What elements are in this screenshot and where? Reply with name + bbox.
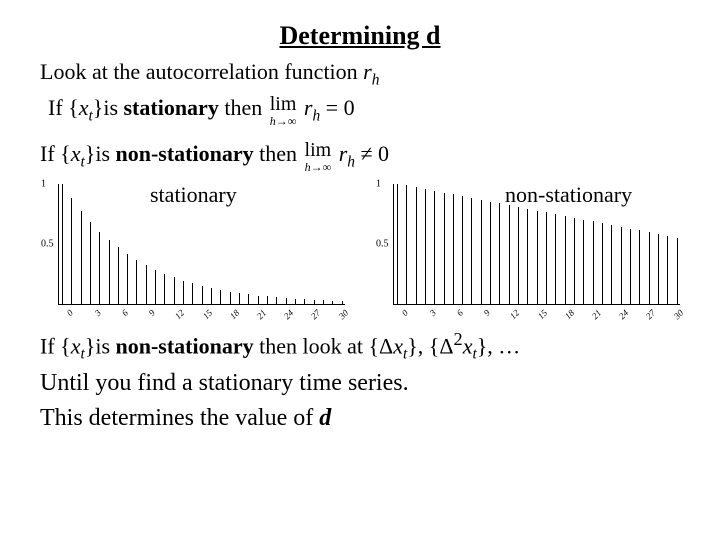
cond1-after: then xyxy=(219,95,268,120)
title-text: Determining d xyxy=(279,21,440,50)
chart-xtick: 21 xyxy=(254,307,269,322)
chart-xtick: 12 xyxy=(507,307,522,322)
chart1-xticks: 036912151821242730 xyxy=(58,305,345,319)
limit-expr-2: lim h→∞ xyxy=(305,140,332,173)
bottom-line-2: Until you find a stationary time series. xyxy=(40,367,680,399)
charts-row: stationary 10.5 036912151821242730 non-s… xyxy=(40,184,680,319)
chart-xtick: 30 xyxy=(336,307,351,322)
cond2-bold: non-stationary xyxy=(116,141,254,166)
chart-stationary-wrap: stationary 10.5 036912151821242730 xyxy=(40,184,345,319)
chart-xtick: 9 xyxy=(146,307,158,319)
cond2-after: then xyxy=(254,141,303,166)
b1-dx2-var: x xyxy=(463,333,473,358)
chart-xtick: 6 xyxy=(454,307,466,319)
b3-var: d xyxy=(319,405,331,431)
intro-sub: h xyxy=(372,71,380,88)
eq-zero: = 0 xyxy=(320,95,354,120)
chart-nonstationary-wrap: non-stationary 10.5 036912151821242730 xyxy=(375,184,680,319)
condition-nonstationary: If {xt}is non-stationary then lim h→∞ rh… xyxy=(40,139,680,173)
limit-expr-1: lim h→∞ xyxy=(270,94,297,127)
chart-xtick: 12 xyxy=(172,307,187,322)
bottom-line-3: This determines the value of d xyxy=(40,402,680,434)
chart-xtick: 9 xyxy=(481,307,493,319)
limit-rh-var-2: r xyxy=(339,141,348,166)
chart-xtick: 30 xyxy=(671,307,686,322)
b1-dx1-var: x xyxy=(393,333,403,358)
b1-after: then look at {Δ xyxy=(254,333,394,358)
bottom-line-1: If {xt}is non-stationary then look at {Δ… xyxy=(40,327,680,366)
chart-stationary: 10.5 xyxy=(58,184,345,305)
b1-close1: }, {Δ xyxy=(407,333,453,358)
limit-word-2: lim xyxy=(305,140,332,160)
chart-nonstationary: 10.5 xyxy=(393,184,680,305)
cond1-mid: }is xyxy=(93,95,124,120)
cond1-prefix: If { xyxy=(48,95,79,120)
limit-word: lim xyxy=(270,94,297,114)
cond2-prefix: If { xyxy=(40,141,71,166)
chart-xtick: 3 xyxy=(92,307,104,319)
limit-under-2: h→∞ xyxy=(305,161,332,173)
chart-xtick: 0 xyxy=(399,307,411,319)
condition-stationary: If {xt}is stationary then lim h→∞ rh = 0 xyxy=(48,93,680,127)
chart-xtick: 15 xyxy=(535,307,550,322)
cond1-bold: stationary xyxy=(124,95,219,120)
chart-xtick: 18 xyxy=(562,307,577,322)
chart-xtick: 27 xyxy=(643,307,658,322)
chart-xtick: 27 xyxy=(308,307,323,322)
b1-close2: }, … xyxy=(477,333,521,358)
chart2-bars xyxy=(394,184,680,304)
chart2-xticks: 036912151821242730 xyxy=(393,305,680,319)
chart-ytick: 0.5 xyxy=(41,237,54,251)
intro-var: r xyxy=(363,59,372,84)
chart-xtick: 18 xyxy=(227,307,242,322)
chart-xtick: 6 xyxy=(119,307,131,319)
neq-zero: ≠ 0 xyxy=(355,141,389,166)
chart-xtick: 0 xyxy=(64,307,76,319)
limit-rh-sub: h xyxy=(312,108,320,125)
chart-ytick: 0.5 xyxy=(376,237,389,251)
chart-ytick: 1 xyxy=(41,177,46,191)
slide: Determining d Look at the autocorrelatio… xyxy=(0,0,720,434)
intro-prefix: Look at the autocorrelation function xyxy=(40,59,363,84)
slide-title: Determining d xyxy=(40,18,680,53)
intro-line: Look at the autocorrelation function rh xyxy=(40,57,680,91)
chart-xtick: 3 xyxy=(427,307,439,319)
chart1-bars xyxy=(59,184,345,304)
limit-rh-sub-2: h xyxy=(347,154,355,171)
chart-xtick: 24 xyxy=(281,307,296,322)
b1-bold: non-stationary xyxy=(116,333,254,358)
b1-prefix: If { xyxy=(40,333,71,358)
cond2-mid: }is xyxy=(85,141,116,166)
chart-ytick: 1 xyxy=(376,177,381,191)
chart-xtick: 24 xyxy=(616,307,631,322)
b3-prefix: This determines the value of xyxy=(40,405,319,431)
b1-mid: }is xyxy=(85,333,116,358)
limit-under: h→∞ xyxy=(270,115,297,127)
bottom-block: If {xt}is non-stationary then look at {Δ… xyxy=(40,327,680,434)
chart-xtick: 15 xyxy=(200,307,215,322)
b1-sup2: 2 xyxy=(454,329,463,349)
chart-xtick: 21 xyxy=(589,307,604,322)
